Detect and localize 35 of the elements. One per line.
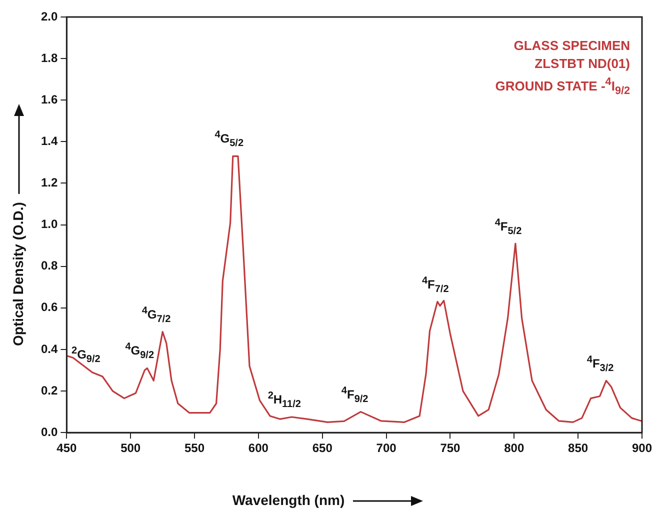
annotation: $^{2}$H$_{11/2}$	[268, 390, 301, 412]
annotation: $^{4}$F$_{7/2}$	[422, 274, 449, 297]
y-tick-label: 1.2	[40, 176, 58, 190]
x-tick-label: 650	[312, 441, 333, 456]
x-tick-label: 900	[632, 441, 652, 456]
y-tick-label: 2.0	[40, 9, 58, 24]
annotation: GLASS SPECIMEN	[512, 37, 630, 55]
y-tick-label: 0.6	[40, 300, 58, 314]
x-axis-title: Wavelength (nm)	[232, 492, 345, 508]
y-tick-label: 0.0	[40, 424, 58, 439]
annotation: $^{4}$F$_{5/2}$	[494, 216, 522, 238]
annotation: ZLSTBT ND(01)	[534, 55, 630, 73]
y-tick-label: 1.4	[40, 134, 58, 148]
annotation: $^{4}$F$_{9/2}$	[341, 384, 368, 407]
y-axis-title: Optical Density (O.D.)	[10, 202, 26, 346]
annotation: GROUND STATE -$^{4}$I$_{9/2}$	[495, 75, 630, 99]
x-tick-label: 750	[440, 441, 461, 456]
y-tick-label: 1.0	[40, 217, 58, 232]
x-tick-label: 700	[376, 441, 397, 456]
x-tick-label: 800	[504, 441, 524, 456]
annotation: $^{4}$G$_{7/2}$	[142, 304, 171, 327]
x-tick-label: 500	[120, 441, 141, 456]
y-tick-label: 0.8	[40, 258, 58, 273]
annotation: $^{4}$G$_{5/2}$	[214, 128, 244, 152]
y-tick-label: 1.8	[40, 50, 58, 65]
x-tick-label: 600	[248, 441, 269, 456]
x-tick-label: 550	[184, 441, 205, 456]
annotation: $^{4}$F$_{3/2}$	[586, 353, 614, 376]
x-tick-label: 850	[568, 441, 588, 456]
y-tick-label: 0.4	[40, 342, 58, 356]
annotation: $^{4}$G$_{9/2}$	[125, 340, 154, 364]
y-tick-label: 0.2	[40, 383, 58, 398]
x-tick-label: 450	[56, 441, 78, 456]
y-tick-label: 1.6	[40, 92, 58, 106]
annotation: $^{2}$G$_{9/2}$	[72, 344, 100, 368]
